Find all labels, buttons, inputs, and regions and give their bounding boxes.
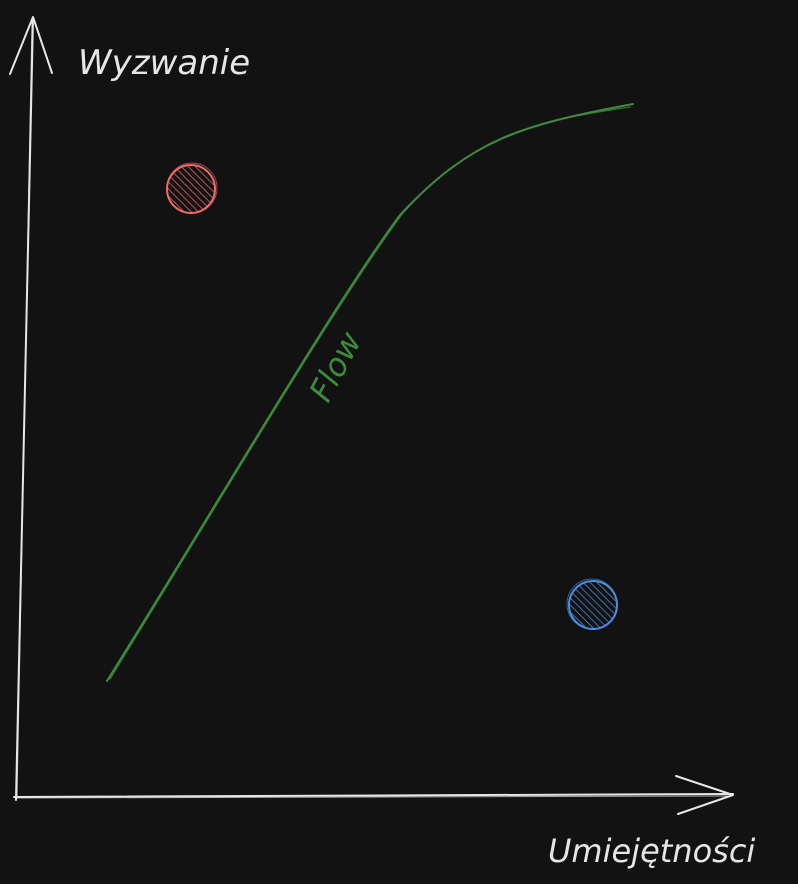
y-axis-label: Wyzwanie: [78, 43, 250, 83]
anxiety-dot: [166, 162, 218, 214]
x-axis: [13, 775, 734, 815]
flow-label: Flow: [302, 325, 370, 408]
y-axis: [9, 16, 53, 801]
y-axis-arrowhead: [9, 16, 53, 75]
x-axis-arrowhead: [675, 775, 734, 815]
x-axis-label: Umiejętności: [548, 832, 755, 870]
flow-curve: [106, 103, 634, 682]
boredom-dot: [566, 578, 618, 630]
